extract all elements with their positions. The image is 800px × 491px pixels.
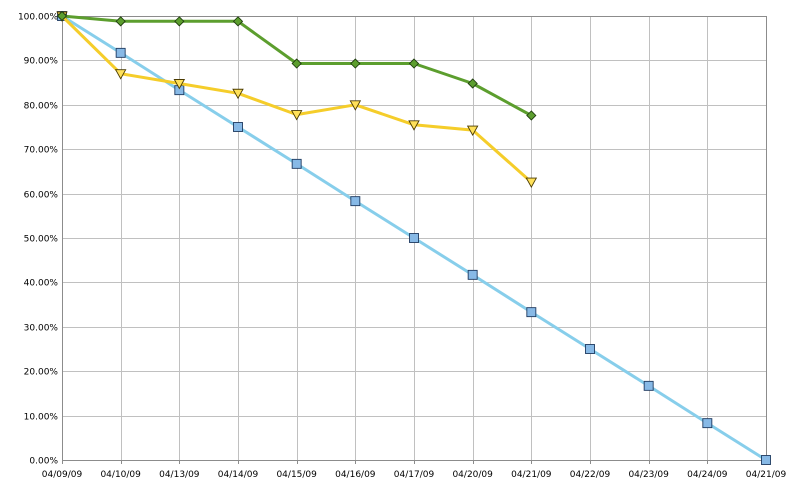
triangle-marker: [232, 88, 244, 100]
y-tick-label: 30.00%: [24, 324, 59, 334]
x-tick-label: 04/14/09: [218, 470, 259, 480]
y-tick-label: 40.00%: [24, 279, 59, 289]
triangle-marker: [349, 100, 362, 111]
y-tick-label: 60.00%: [24, 191, 59, 201]
diamond-marker: [232, 16, 244, 27]
x-tick-label: 04/09/09: [42, 470, 83, 480]
x-tick-label: 04/13/09: [159, 470, 200, 480]
square-marker: [467, 269, 478, 280]
square-marker: [702, 418, 713, 429]
x-tick-label: 04/15/09: [276, 470, 317, 480]
x-tick-label: 04/22/09: [570, 470, 611, 480]
x-tick-label: 04/21/09: [511, 470, 552, 480]
diamond-marker: [467, 78, 478, 89]
diamond-marker: [291, 58, 302, 69]
triangle-marker: [114, 69, 127, 80]
x-tick-label: 04/20/09: [452, 470, 493, 480]
x-tick-label: 04/24/09: [687, 470, 728, 480]
x-tick-label: 04/16/09: [335, 470, 376, 480]
triangle-marker: [525, 177, 538, 188]
diamond-marker: [56, 10, 68, 22]
y-tick-label: 80.00%: [24, 102, 59, 112]
plot-area-border: [62, 16, 767, 461]
y-tick-label: 0.00%: [29, 457, 58, 467]
diamond-marker: [174, 16, 185, 27]
diamond-marker: [408, 58, 420, 69]
y-tick-label: 90.00%: [24, 57, 59, 67]
axis-layer: [62, 16, 767, 464]
square-marker: [291, 158, 302, 169]
diamond-marker: [526, 110, 537, 121]
square-marker: [115, 47, 126, 58]
x-tick-labels: 04/09/09 04/10/09 04/13/09 04/14/09 04/15/09…: [42, 470, 787, 480]
diamond-marker: [350, 58, 361, 69]
square-marker: [585, 344, 595, 354]
triangle-marker: [290, 110, 303, 121]
square-marker: [409, 233, 419, 243]
triangle-marker: [466, 125, 479, 137]
y-tick-label: 50.00%: [24, 235, 59, 245]
diamond-marker: [115, 16, 126, 27]
triangle-marker: [173, 79, 186, 90]
y-tick-label: 20.00%: [24, 368, 59, 378]
series-layer: [56, 10, 771, 465]
x-tick-label: 04/23/09: [628, 470, 669, 480]
square-marker: [643, 380, 654, 391]
x-tick-label: 04/17/09: [394, 470, 435, 480]
square-marker: [526, 307, 537, 318]
y-tick-label: 100.00%: [18, 13, 58, 23]
y-tick-label: 10.00%: [24, 413, 59, 423]
y-tick-label: 70.00%: [24, 146, 59, 156]
x-tick-label: 04/10/09: [100, 470, 141, 480]
triangle-marker: [408, 120, 420, 131]
series-line: [60, 14, 533, 184]
square-marker: [233, 122, 243, 132]
y-tick-labels: 0.00% 10.00% 20.00% 30.00% 40.00% 50.00% 60.00…: [18, 13, 58, 467]
square-marker: [350, 196, 361, 207]
square-marker: [761, 455, 771, 465]
x-tick-label: 04/21/09: [746, 470, 787, 480]
